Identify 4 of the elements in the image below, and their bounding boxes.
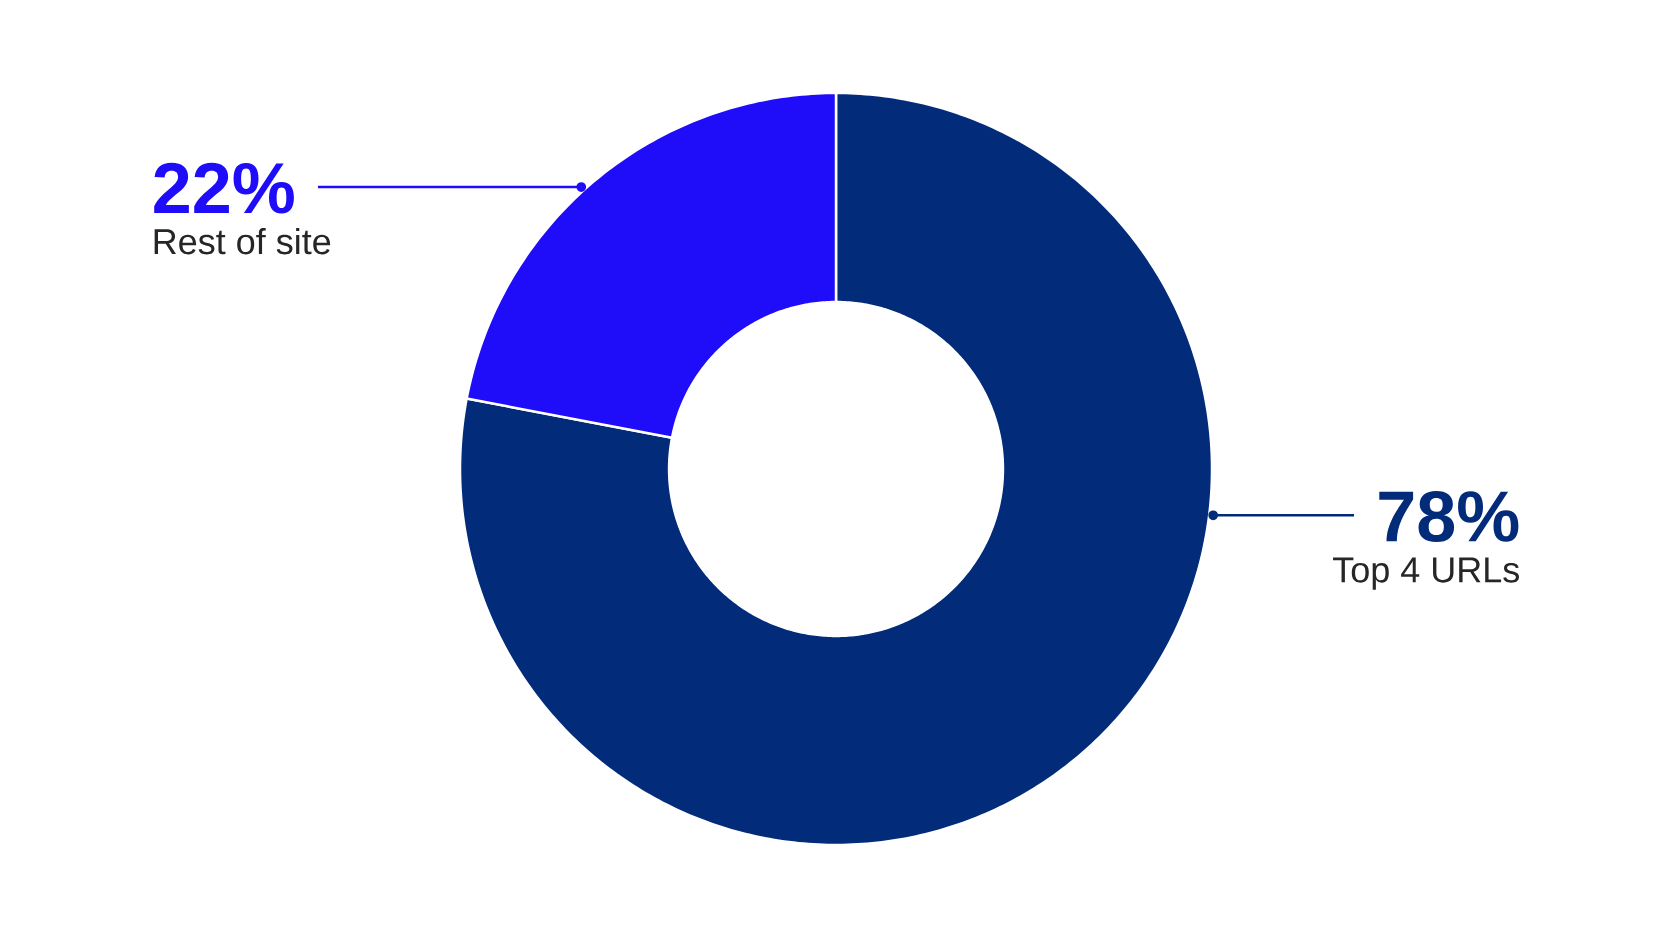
slice-label: Rest of site (154, 227, 331, 255)
data-label: 22% (154, 162, 294, 214)
data-label: 78% (1379, 491, 1519, 542)
slice-label: Top 4 URLs (1333, 557, 1519, 590)
